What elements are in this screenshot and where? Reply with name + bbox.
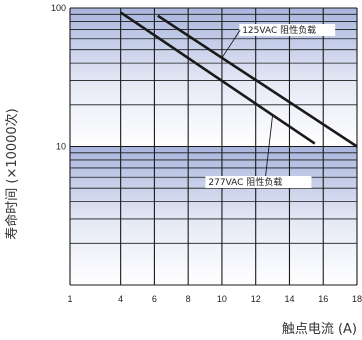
- x-tick-label: 10: [217, 294, 227, 304]
- series-line-2: [119, 11, 316, 145]
- grid-lines: [69, 7, 358, 286]
- annotation-bg: [205, 176, 312, 188]
- series-lines: [119, 11, 358, 148]
- annotation-125vac: 125VAC 阻性负载: [242, 24, 316, 36]
- x-tick-label: 8: [186, 294, 191, 304]
- y-tick-label: 10: [56, 142, 66, 152]
- annotation-bg: [239, 24, 336, 36]
- annotation-277vac: 277VAC 阻性负载: [208, 176, 282, 188]
- x-tick-label: 6: [152, 294, 157, 304]
- decade-band: [70, 146, 357, 285]
- annotation-leader: [221, 29, 241, 59]
- y-tick-label: 100: [51, 3, 66, 13]
- x-tick-label: 14: [284, 294, 294, 304]
- y-axis-title: 寿命时间 (×10000次): [4, 108, 20, 240]
- x-tick-label: 18: [352, 294, 362, 304]
- x-tick-label: 12: [251, 294, 261, 304]
- annotations: 125VAC 阻性负载 277VAC 阻性负载: [205, 24, 336, 188]
- x-tick-label: 16: [318, 294, 328, 304]
- x-tick-label: 1: [67, 294, 72, 304]
- series-line-1: [157, 14, 358, 148]
- x-tick-label: 4: [118, 294, 123, 304]
- x-axis-title: 触点电流 (A): [282, 322, 357, 337]
- annotation-leader: [265, 114, 274, 177]
